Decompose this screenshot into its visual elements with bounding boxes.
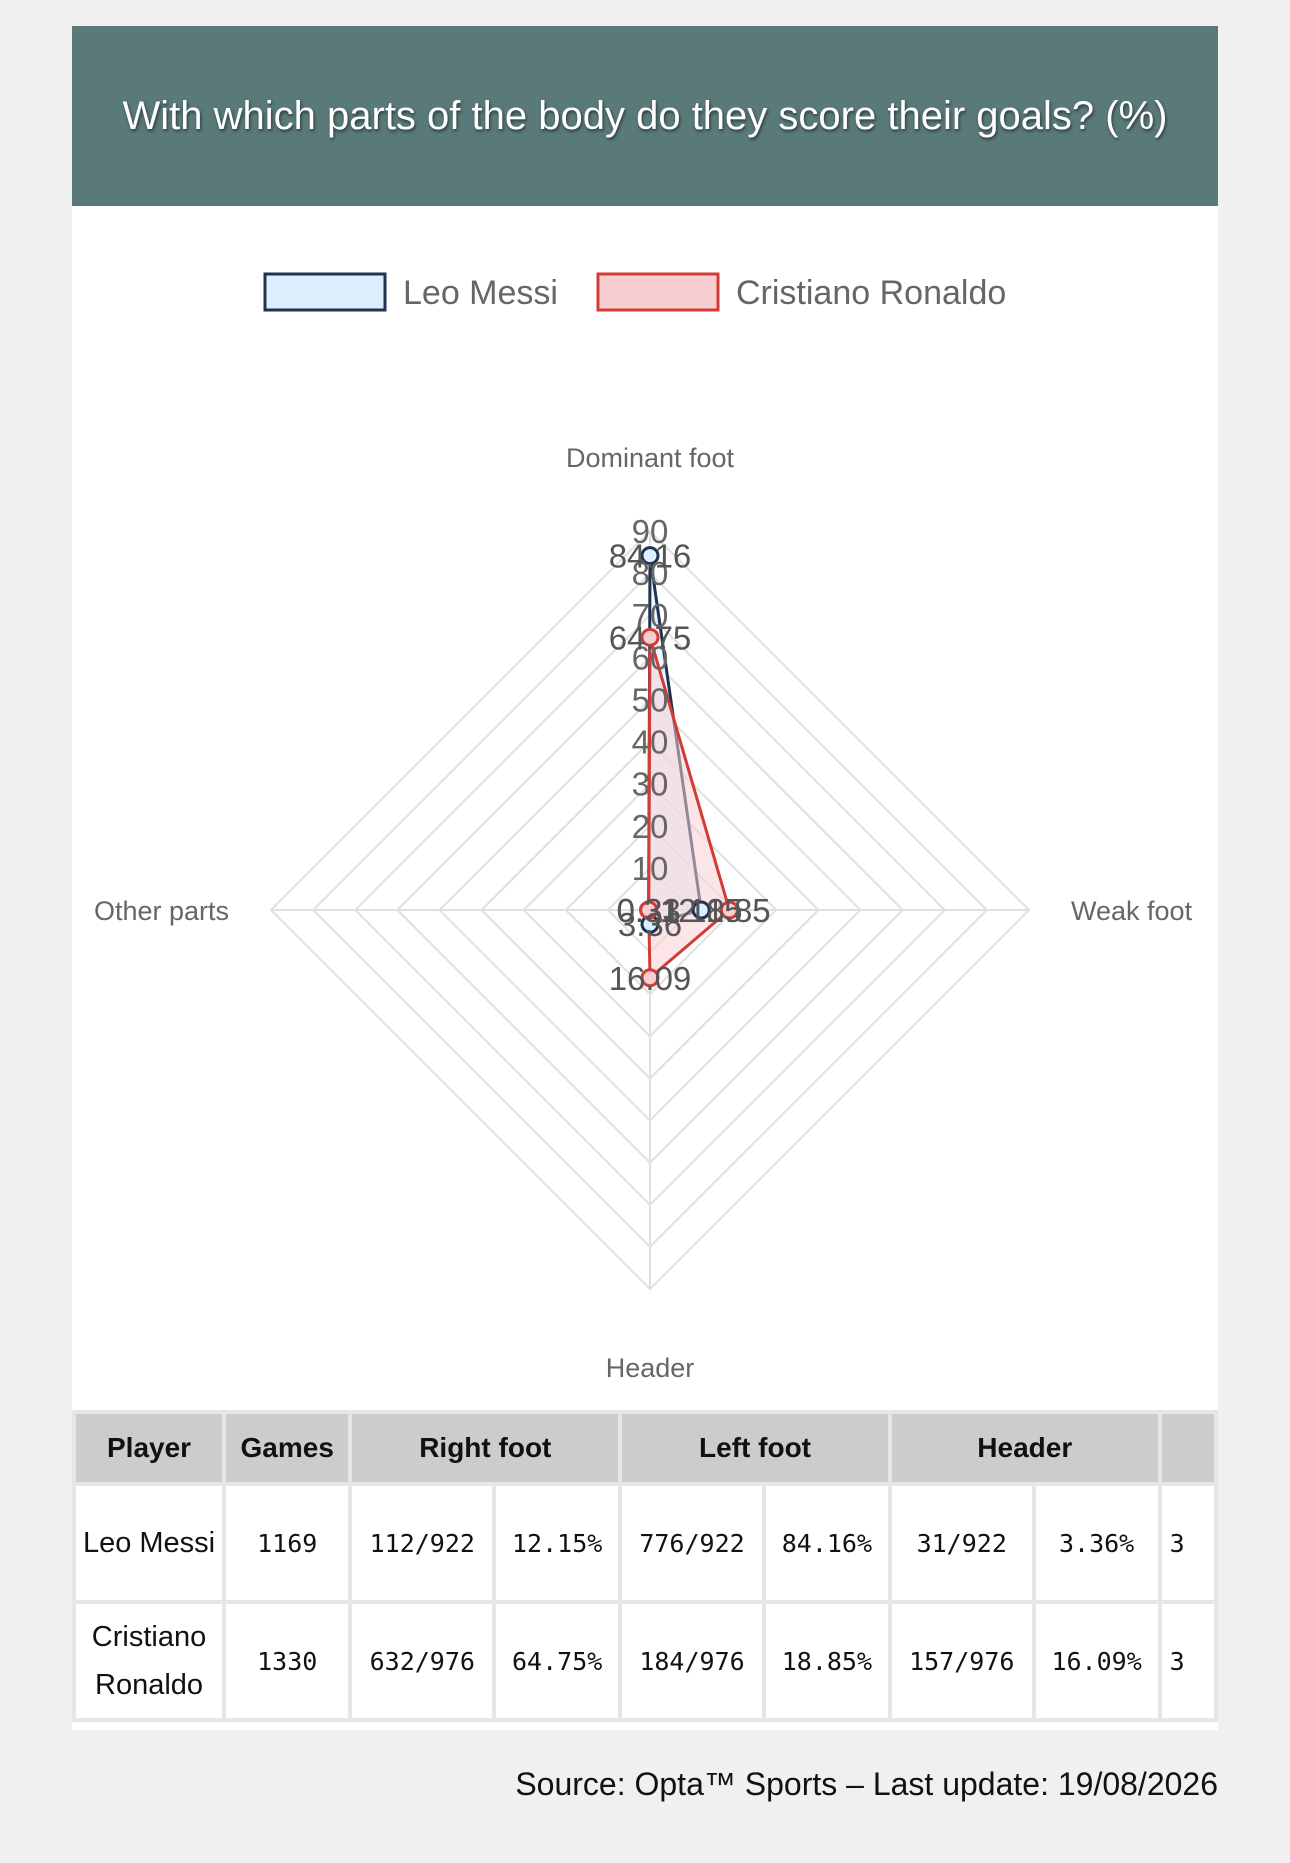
cut-off-cell: 3	[1157, 1600, 1218, 1722]
col-header-right-foot: Right foot	[348, 1410, 623, 1486]
col-header-left-foot: Left foot	[618, 1410, 892, 1486]
tick-label: 70	[632, 597, 669, 634]
left-foot-count: 184/976	[618, 1600, 766, 1722]
col-header-games: Games	[222, 1410, 353, 1486]
data-point	[640, 546, 660, 566]
tick-label: 40	[632, 724, 669, 761]
header-count: 157/976	[887, 1600, 1036, 1722]
data-point	[640, 968, 660, 988]
tick-label: 10	[632, 850, 669, 887]
data-label: 3.36	[618, 906, 682, 943]
col-header-header: Header	[887, 1410, 1162, 1486]
radar-series	[639, 546, 739, 988]
axis-label: Header	[606, 1353, 695, 1383]
right-foot-pct: 64.75%	[492, 1600, 623, 1722]
header-pct: 16.09%	[1031, 1600, 1162, 1722]
data-point	[640, 627, 660, 647]
chart-card: With which parts of the body do they sco…	[72, 26, 1218, 1730]
header-count: 31/922	[887, 1482, 1036, 1604]
source-note: Source: Opta™ Sports – Last update: 19/0…	[515, 1766, 1218, 1802]
left-foot-pct: 18.85%	[761, 1600, 892, 1722]
data-point	[691, 900, 711, 920]
right-foot-count: 112/922	[348, 1482, 497, 1604]
cut-off-cell: 3	[1157, 1482, 1218, 1604]
radar-chart: Leo Messi Cristiano Ronaldo Dominant foot…	[94, 272, 1193, 1383]
legend-label: Leo Messi	[403, 274, 558, 312]
data-label: 16.09	[609, 960, 692, 997]
stats-table: Player Games Right foot Left foot Header…	[72, 1410, 1218, 1722]
tick-label: 20	[632, 808, 669, 845]
left-foot-count: 776/922	[618, 1482, 766, 1604]
player-name: Leo Messi	[72, 1482, 227, 1604]
player-name: Cristiano Ronaldo	[72, 1600, 227, 1722]
tick-label: 60	[632, 639, 669, 676]
tick-label: 80	[632, 555, 669, 592]
axis-label: Other parts	[94, 896, 229, 926]
legend-item: Leo Messi	[263, 272, 558, 312]
data-label: 84.16	[609, 538, 692, 575]
axis-label: Dominant foot	[566, 443, 735, 473]
col-header-player: Player	[72, 1410, 227, 1486]
stats-table-wrap[interactable]: Player Games Right foot Left foot Header…	[72, 1410, 1218, 1758]
right-foot-pct: 12.15%	[492, 1482, 623, 1604]
legend-label: Cristiano Ronaldo	[736, 274, 1006, 312]
data-label: 18.85	[688, 892, 771, 929]
left-foot-pct: 84.16%	[761, 1482, 892, 1604]
chart-title: With which parts of the body do they sco…	[122, 94, 1168, 138]
col-header-cut-off	[1157, 1410, 1218, 1486]
tick-label: 50	[632, 681, 669, 718]
data-point	[639, 900, 659, 920]
legend-item: Cristiano Ronaldo	[596, 272, 1006, 312]
games-cell: 1169	[222, 1482, 353, 1604]
header-pct: 3.36%	[1031, 1482, 1162, 1604]
tick-label: 90	[632, 513, 669, 550]
right-foot-count: 632/976	[348, 1600, 497, 1722]
data-label: 0.31	[617, 892, 681, 929]
data-label: 64.75	[609, 619, 692, 656]
games-cell: 1330	[222, 1600, 353, 1722]
tick-label: 30	[632, 766, 669, 803]
radar-labels: Dominant foot Weak foot Header Other parts 1…	[94, 443, 1193, 1383]
table-row: Cristiano Ronaldo 1330 632/976 64.75% 18…	[72, 1600, 1218, 1722]
axis-label: Weak foot	[1071, 896, 1193, 926]
legend-swatch	[596, 272, 720, 312]
data-point	[719, 900, 739, 920]
data-label: 0.33	[616, 892, 680, 929]
data-label: 12.15	[660, 892, 743, 929]
chart-header: With which parts of the body do they sco…	[72, 26, 1218, 206]
legend-swatch	[263, 272, 387, 312]
legend: Leo Messi Cristiano Ronaldo	[263, 272, 1006, 312]
table-row: Leo Messi 1169 112/922 12.15% 776/922 84…	[72, 1482, 1218, 1604]
